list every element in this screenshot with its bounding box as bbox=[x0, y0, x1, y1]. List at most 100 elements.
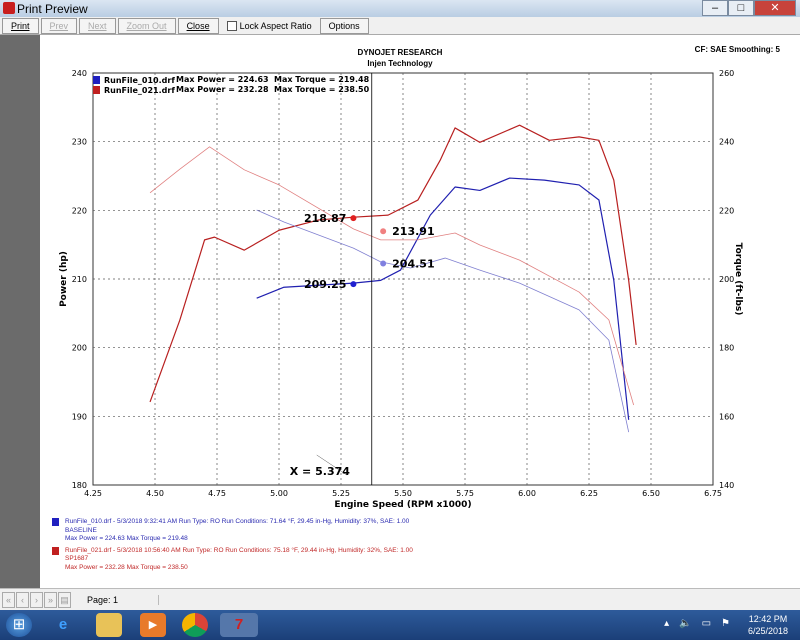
run-note-details: RunFile_010.drf - 5/3/2018 9:32:41 AM Ru… bbox=[65, 518, 410, 525]
clock-time: 12:42 PM bbox=[748, 614, 788, 624]
report-subtitle: Injen Technology bbox=[367, 59, 433, 68]
x-tick-label: 5.75 bbox=[456, 489, 474, 498]
chrome-icon[interactable] bbox=[182, 613, 208, 637]
y-tick-label: 230 bbox=[72, 138, 87, 147]
zoom-out-button[interactable]: Zoom Out bbox=[117, 17, 176, 34]
marker-dot bbox=[380, 228, 387, 235]
x-tick-label: 4.75 bbox=[208, 489, 226, 498]
legend-file: RunFile_021.drf bbox=[104, 85, 175, 95]
print-button[interactable]: Print bbox=[2, 17, 39, 34]
toolbar: Print Prev Next Zoom Out Close Lock Aspe… bbox=[0, 17, 800, 35]
legend-max-power: Max Power = 232.28 bbox=[176, 85, 269, 94]
marker-dot bbox=[350, 215, 357, 222]
cursor-leader bbox=[316, 454, 347, 476]
run-note: RunFile_010.drf - 5/3/2018 9:32:41 AM Ru… bbox=[52, 518, 413, 544]
volume-icon[interactable]: 🔈 bbox=[679, 618, 692, 629]
y2-tick-label: 140 bbox=[719, 481, 734, 490]
show-hidden-icon[interactable]: ▴ bbox=[664, 618, 670, 629]
prev-button[interactable]: Prev bbox=[40, 17, 78, 34]
series-line bbox=[256, 177, 630, 420]
prev-page-button[interactable]: ‹ bbox=[16, 591, 29, 608]
legend-item: RunFile_010.drf bbox=[93, 75, 274, 85]
run-note-name: SP1687 bbox=[65, 555, 89, 562]
legend-file: RunFile_010.drf bbox=[104, 75, 175, 85]
close-button[interactable]: Close bbox=[177, 17, 219, 34]
legend-swatch bbox=[93, 86, 100, 94]
run-note-details: RunFile_021.drf - 5/3/2018 10:56:40 AM R… bbox=[65, 546, 413, 554]
action-center-icon[interactable]: ⚑ bbox=[721, 618, 730, 629]
first-page-button[interactable]: « bbox=[2, 591, 15, 608]
marker-label: 218.87 bbox=[304, 212, 346, 225]
y2-tick-label: 220 bbox=[719, 206, 734, 215]
legend-max-torque: Max Torque = 219.48 bbox=[274, 75, 370, 84]
series-line bbox=[149, 146, 635, 406]
clock[interactable]: 12:42 PM 6/25/2018 bbox=[748, 613, 788, 637]
file-explorer-icon[interactable] bbox=[96, 613, 122, 637]
y-tick-label: 220 bbox=[72, 206, 87, 215]
maximize-button[interactable]: □ bbox=[728, 0, 754, 16]
run-note: RunFile_021.drf - 5/3/2018 10:56:40 AM R… bbox=[52, 546, 413, 573]
y2-tick-label: 240 bbox=[719, 138, 734, 147]
legend-max-torque: Max Torque = 238.50 bbox=[274, 85, 370, 94]
x-tick-label: 6.75 bbox=[704, 489, 722, 498]
x-tick-label: 6.00 bbox=[518, 489, 536, 498]
lock-aspect-checkbox[interactable]: Lock Aspect Ratio bbox=[221, 20, 318, 31]
y-tick-label: 200 bbox=[72, 344, 87, 353]
marker-label: 213.91 bbox=[392, 225, 434, 238]
legend-item: RunFile_021.drf bbox=[93, 85, 274, 95]
checkbox-box[interactable] bbox=[226, 20, 237, 31]
page-indicator: Page: 1 bbox=[79, 594, 159, 605]
x-tick-label: 6.50 bbox=[642, 489, 660, 498]
marker-dot bbox=[380, 260, 387, 267]
marker-label: 204.51 bbox=[392, 258, 434, 271]
y2-axis-label: Torque (ft-lbs) bbox=[733, 243, 743, 316]
window-title: Print Preview bbox=[17, 2, 88, 16]
last-page-button[interactable]: » bbox=[44, 591, 57, 608]
title-bar: Print Preview – □ ✕ bbox=[0, 0, 800, 17]
run-note-max: Max Power = 232.28 Max Torque = 238.50 bbox=[65, 563, 188, 571]
x-tick-label: 5.00 bbox=[270, 489, 288, 498]
series-line bbox=[149, 124, 637, 403]
run-notes: RunFile_010.drf - 5/3/2018 9:32:41 AM Ru… bbox=[52, 518, 413, 575]
next-button[interactable]: Next bbox=[79, 17, 116, 34]
status-bar: « ‹ › » ▤ Page: 1 bbox=[0, 588, 800, 610]
y2-tick-label: 200 bbox=[719, 275, 734, 284]
report-settings: CF: SAE Smoothing: 5 bbox=[694, 45, 780, 54]
marker-dot bbox=[350, 281, 357, 288]
report-company: DYNOJET RESEARCH bbox=[357, 48, 443, 57]
next-page-button[interactable]: › bbox=[30, 591, 43, 608]
chart-legend: RunFile_010.drf RunFile_021.drf bbox=[93, 75, 274, 95]
x-tick-label: 5.50 bbox=[394, 489, 412, 498]
marker-label: 209.25 bbox=[304, 278, 346, 291]
minimize-button[interactable]: – bbox=[702, 0, 728, 16]
start-icon[interactable]: ⊞ bbox=[6, 613, 32, 637]
x-tick-label: 5.25 bbox=[332, 489, 350, 498]
y-tick-label: 210 bbox=[72, 275, 87, 284]
x-axis-label: Engine Speed (RPM x1000) bbox=[334, 500, 471, 510]
system-tray: ▴ 🔈 ▭ ⚑ bbox=[664, 618, 730, 629]
clock-date: 6/25/2018 bbox=[747, 626, 788, 636]
y-tick-label: 240 bbox=[72, 69, 87, 78]
series-line bbox=[256, 209, 630, 433]
preview-margin bbox=[0, 35, 40, 588]
close-window-button[interactable]: ✕ bbox=[754, 0, 796, 16]
legend-max-power: Max Power = 224.63 bbox=[176, 75, 269, 84]
internet-explorer-icon[interactable]: e bbox=[58, 616, 68, 633]
run-note-max: Max Power = 224.63 Max Torque = 219.48 bbox=[65, 535, 188, 542]
taskbar: ⊞ e ▶ 7 ▴ 🔈 ▭ ⚑ 12:42 PM 6/25/2018 bbox=[0, 610, 800, 640]
y2-tick-label: 180 bbox=[719, 344, 734, 353]
y2-tick-label: 160 bbox=[719, 412, 734, 421]
dynojet-icon[interactable]: 7 bbox=[220, 613, 258, 637]
options-button[interactable]: Options bbox=[319, 17, 369, 34]
y-tick-label: 180 bbox=[72, 481, 87, 490]
lock-aspect-label: Lock Aspect Ratio bbox=[239, 20, 312, 31]
x-tick-label: 4.25 bbox=[84, 489, 102, 498]
media-player-icon[interactable]: ▶ bbox=[140, 613, 166, 637]
x-tick-label: 6.25 bbox=[580, 489, 598, 498]
legend-swatch bbox=[93, 76, 100, 84]
page-icon[interactable]: ▤ bbox=[58, 591, 71, 608]
x-tick-label: 4.50 bbox=[146, 489, 164, 498]
y2-tick-label: 260 bbox=[719, 69, 734, 78]
network-icon[interactable]: ▭ bbox=[701, 618, 712, 629]
